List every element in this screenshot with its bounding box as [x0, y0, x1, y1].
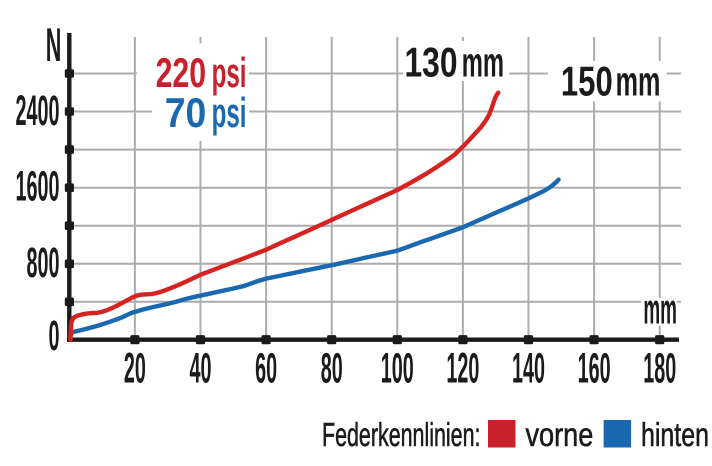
svg-text:mm: mm [616, 59, 661, 105]
svg-text:0: 0 [49, 313, 60, 361]
svg-text:hinten: hinten [641, 417, 709, 454]
svg-text:20: 20 [124, 345, 146, 393]
svg-text:N: N [46, 19, 62, 72]
svg-text:180: 180 [643, 345, 676, 393]
svg-text:120: 120 [446, 345, 479, 393]
svg-text:2400: 2400 [16, 88, 60, 136]
svg-text:160: 160 [578, 345, 611, 393]
svg-text:psi: psi [212, 50, 247, 97]
svg-text:mm: mm [643, 286, 677, 334]
svg-text:vorne: vorne [526, 416, 594, 453]
svg-text:40: 40 [190, 345, 212, 393]
svg-text:psi: psi [212, 90, 247, 137]
svg-text:100: 100 [381, 345, 414, 393]
svg-text:130: 130 [405, 38, 458, 85]
svg-text:60: 60 [255, 345, 277, 393]
svg-text:800: 800 [27, 240, 60, 288]
svg-text:1600: 1600 [16, 163, 60, 211]
svg-text:Federkennlinien:: Federkennlinien: [322, 416, 480, 453]
svg-text:mm: mm [462, 39, 504, 86]
svg-text:150: 150 [561, 58, 613, 105]
svg-text:70: 70 [165, 90, 207, 136]
svg-text:140: 140 [512, 345, 545, 393]
svg-text:80: 80 [321, 345, 343, 393]
svg-text:220: 220 [156, 49, 206, 96]
